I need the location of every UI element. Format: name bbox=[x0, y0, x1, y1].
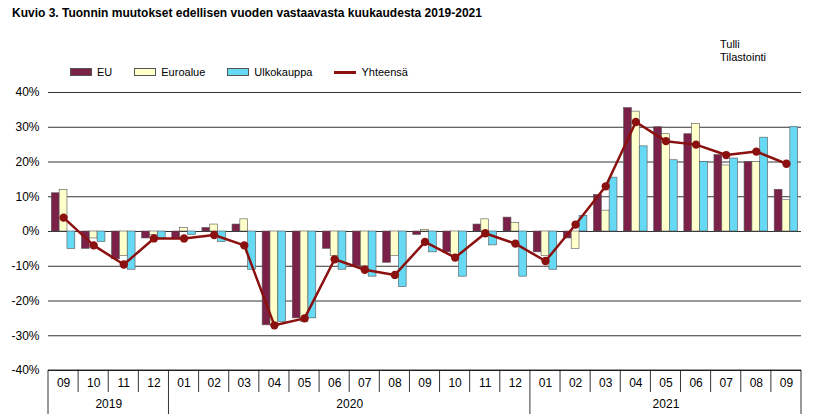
svg-text:09: 09 bbox=[57, 376, 71, 390]
svg-text:03: 03 bbox=[599, 376, 613, 390]
svg-text:09: 09 bbox=[780, 376, 794, 390]
svg-text:2020: 2020 bbox=[336, 397, 363, 411]
svg-text:-40%: -40% bbox=[11, 363, 39, 377]
svg-text:08: 08 bbox=[388, 376, 402, 390]
svg-text:-20%: -20% bbox=[11, 294, 39, 308]
svg-text:12: 12 bbox=[147, 376, 161, 390]
svg-text:10: 10 bbox=[448, 376, 462, 390]
svg-text:10%: 10% bbox=[15, 190, 39, 204]
svg-text:11: 11 bbox=[479, 376, 492, 390]
html-text:EU: EU bbox=[97, 66, 113, 78]
svg-text:06: 06 bbox=[689, 376, 703, 390]
svg-text:04: 04 bbox=[268, 376, 282, 390]
svg-text:04: 04 bbox=[629, 376, 643, 390]
svg-text:2021: 2021 bbox=[653, 397, 680, 411]
svg-text:09: 09 bbox=[418, 376, 432, 390]
svg-text:40%: 40% bbox=[15, 85, 39, 99]
html-text:Euroalue: Euroalue bbox=[161, 66, 206, 78]
svg-text:2019: 2019 bbox=[95, 397, 122, 411]
svg-text:11: 11 bbox=[118, 376, 131, 390]
svg-text:02: 02 bbox=[569, 376, 583, 390]
svg-text:30%: 30% bbox=[15, 120, 39, 134]
svg-text:01: 01 bbox=[539, 376, 553, 390]
svg-text:03: 03 bbox=[238, 376, 252, 390]
svg-text:12: 12 bbox=[509, 376, 523, 390]
svg-text:10: 10 bbox=[87, 376, 101, 390]
svg-text:06: 06 bbox=[328, 376, 342, 390]
html-text:Tulli Tilastointi: Tulli Tilastointi bbox=[720, 38, 767, 63]
svg-text:08: 08 bbox=[750, 376, 764, 390]
html-text:Ulkokauppa: Ulkokauppa bbox=[254, 66, 313, 78]
html-text:Kuvio 3. Tuonnin muutokset ede: Kuvio 3. Tuonnin muutokset edellisen vuo… bbox=[12, 6, 482, 20]
svg-text:01: 01 bbox=[177, 376, 191, 390]
svg-text:05: 05 bbox=[298, 376, 312, 390]
svg-text:07: 07 bbox=[358, 376, 372, 390]
svg-text:05: 05 bbox=[659, 376, 673, 390]
svg-text:-30%: -30% bbox=[11, 329, 39, 343]
svg-text:02: 02 bbox=[207, 376, 221, 390]
svg-text:20%: 20% bbox=[15, 155, 39, 169]
svg-text:0%: 0% bbox=[22, 224, 40, 238]
svg-text:-10%: -10% bbox=[11, 259, 39, 273]
html-text:Yhteensä: Yhteensä bbox=[361, 66, 408, 78]
svg-text:07: 07 bbox=[720, 376, 734, 390]
